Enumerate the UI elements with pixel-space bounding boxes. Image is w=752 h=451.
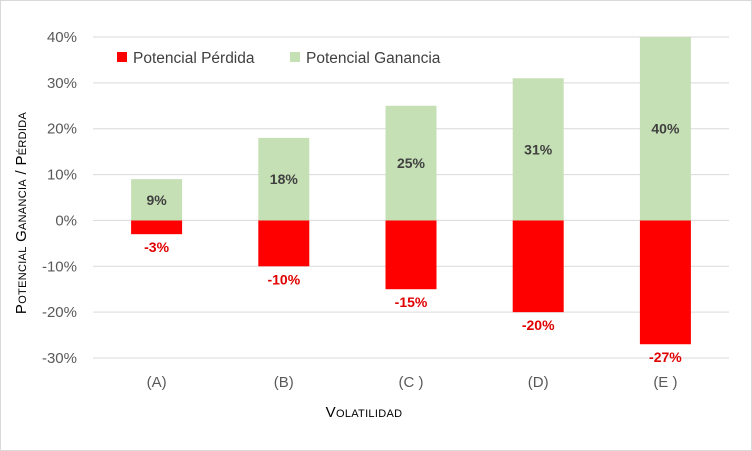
bar-potencial-perdida [639,220,691,345]
data-label-ganancia: 9% [146,192,167,208]
legend-swatch-perdida [117,52,127,62]
bars [131,37,691,345]
y-tick-label: 30% [47,75,77,92]
bar-potencial-perdida [385,220,437,290]
bar-potencial-ganancia [639,37,691,221]
x-category-label: (C ) [399,374,424,391]
x-axis-categories: (A) (B) (C ) (D) (E ) [147,374,678,391]
y-axis-title: Potencial Ganancia / Pérdida [13,112,30,315]
data-label-ganancia: 25% [397,155,426,171]
bar-potencial-perdida [131,220,183,235]
x-category-label: (B) [274,374,294,391]
bar-potencial-ganancia [258,137,310,221]
y-tick-label: 20% [47,121,77,138]
legend-label-ganancia: Potencial Ganancia [306,50,441,67]
bar-potencial-perdida [258,220,310,267]
y-tick-label: -10% [42,258,77,275]
y-tick-label: 0% [55,212,77,229]
legend: Potencial Pérdida Potencial Ganancia [117,50,441,67]
data-label-perdida: -27% [649,349,682,365]
legend-label-perdida: Potencial Pérdida [133,50,255,67]
y-tick-label: -30% [42,350,77,367]
bar-potencial-ganancia [512,78,564,221]
data-label-perdida: -10% [267,271,300,287]
bar-potencial-perdida [512,220,564,313]
x-category-label: (D) [528,374,549,391]
data-label-ganancia: 40% [651,121,680,137]
bar-potencial-ganancia [385,105,437,221]
y-tick-label: 40% [47,29,77,46]
data-label-perdida: -20% [522,317,555,333]
data-label-ganancia: 31% [524,141,553,157]
data-label-perdida: -15% [395,294,428,310]
legend-swatch-ganancia [290,52,300,62]
data-labels: -3% 9% -10% 18% -15% 25% -20% 31% -27% 40% [144,121,682,366]
data-label-ganancia: 18% [270,171,299,187]
x-category-label: (A) [147,374,167,391]
data-label-perdida: -3% [144,239,169,255]
y-tick-label: -20% [42,304,77,321]
bar-potencial-ganancia [131,179,183,221]
y-tick-label: 10% [47,167,77,184]
x-axis-title: Volatilidad [326,404,403,421]
x-category-label: (E ) [653,374,677,391]
y-axis-ticks: 40% 30% 20% 10% 0% -10% -20% -30% [42,29,77,367]
